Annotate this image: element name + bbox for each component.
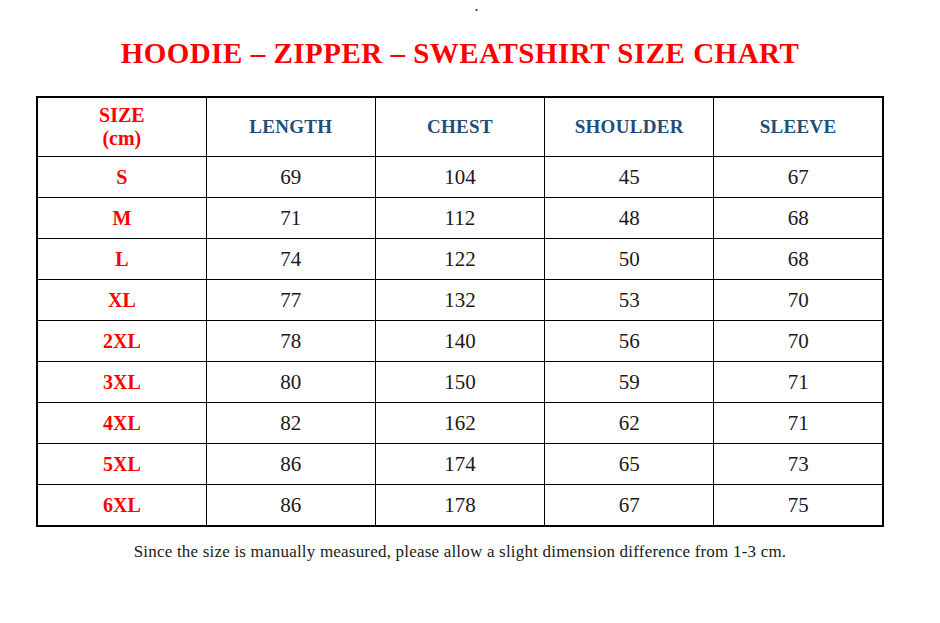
chest-cell: 178 <box>375 485 544 526</box>
shoulder-cell: 48 <box>545 198 714 239</box>
shoulder-cell: 56 <box>545 321 714 362</box>
chest-cell: 104 <box>375 157 544 198</box>
sleeve-cell: 73 <box>714 444 883 485</box>
size-cell: 3XL <box>37 362 206 403</box>
column-header-sleeve: SLEEVE <box>714 97 883 157</box>
shoulder-cell: 62 <box>545 403 714 444</box>
size-header-line2: (cm) <box>38 127 206 150</box>
chest-cell: 150 <box>375 362 544 403</box>
shoulder-cell: 53 <box>545 280 714 321</box>
size-header-line1: SIZE <box>38 104 206 127</box>
sleeve-cell: 71 <box>714 362 883 403</box>
table-row-6xl: 6XL 86 178 67 75 <box>37 485 883 526</box>
length-cell: 74 <box>206 239 375 280</box>
sleeve-cell: 75 <box>714 485 883 526</box>
length-cell: 77 <box>206 280 375 321</box>
column-header-size: SIZE (cm) <box>37 97 206 157</box>
size-cell: 2XL <box>37 321 206 362</box>
table-row-2xl: 2XL 78 140 56 70 <box>37 321 883 362</box>
length-cell: 69 <box>206 157 375 198</box>
table-row-xl: XL 77 132 53 70 <box>37 280 883 321</box>
shoulder-cell: 67 <box>545 485 714 526</box>
sleeve-cell: 68 <box>714 198 883 239</box>
size-chart-table: SIZE (cm) LENGTH CHEST SHOULDER SLEEVE S… <box>36 96 884 527</box>
table-header-row: SIZE (cm) LENGTH CHEST SHOULDER SLEEVE <box>37 97 883 157</box>
sleeve-cell: 71 <box>714 403 883 444</box>
chest-cell: 112 <box>375 198 544 239</box>
size-cell: XL <box>37 280 206 321</box>
chest-cell: 132 <box>375 280 544 321</box>
sleeve-cell: 67 <box>714 157 883 198</box>
table-row-4xl: 4XL 82 162 62 71 <box>37 403 883 444</box>
size-cell: 5XL <box>37 444 206 485</box>
shoulder-cell: 45 <box>545 157 714 198</box>
length-cell: 86 <box>206 485 375 526</box>
length-cell: 80 <box>206 362 375 403</box>
column-header-chest: CHEST <box>375 97 544 157</box>
chest-cell: 174 <box>375 444 544 485</box>
size-cell: L <box>37 239 206 280</box>
size-chart-page: HOODIE – ZIPPER – SWEATSHIRT SIZE CHART … <box>36 0 884 562</box>
shoulder-cell: 59 <box>545 362 714 403</box>
size-cell: M <box>37 198 206 239</box>
size-cell: 4XL <box>37 403 206 444</box>
table-row-5xl: 5XL 86 174 65 73 <box>37 444 883 485</box>
length-cell: 78 <box>206 321 375 362</box>
table-row-l: L 74 122 50 68 <box>37 239 883 280</box>
shoulder-cell: 50 <box>545 239 714 280</box>
table-row-3xl: 3XL 80 150 59 71 <box>37 362 883 403</box>
column-header-length: LENGTH <box>206 97 375 157</box>
chest-cell: 122 <box>375 239 544 280</box>
chest-cell: 162 <box>375 403 544 444</box>
length-cell: 86 <box>206 444 375 485</box>
table-row-m: M 71 112 48 68 <box>37 198 883 239</box>
sleeve-cell: 70 <box>714 321 883 362</box>
size-cell: S <box>37 157 206 198</box>
shoulder-cell: 65 <box>545 444 714 485</box>
page-title: HOODIE – ZIPPER – SWEATSHIRT SIZE CHART <box>36 38 884 70</box>
column-header-shoulder: SHOULDER <box>545 97 714 157</box>
length-cell: 82 <box>206 403 375 444</box>
size-cell: 6XL <box>37 485 206 526</box>
sleeve-cell: 68 <box>714 239 883 280</box>
length-cell: 71 <box>206 198 375 239</box>
footnote: Since the size is manually measured, ple… <box>36 542 884 562</box>
chest-cell: 140 <box>375 321 544 362</box>
sleeve-cell: 70 <box>714 280 883 321</box>
table-row-s: S 69 104 45 67 <box>37 157 883 198</box>
